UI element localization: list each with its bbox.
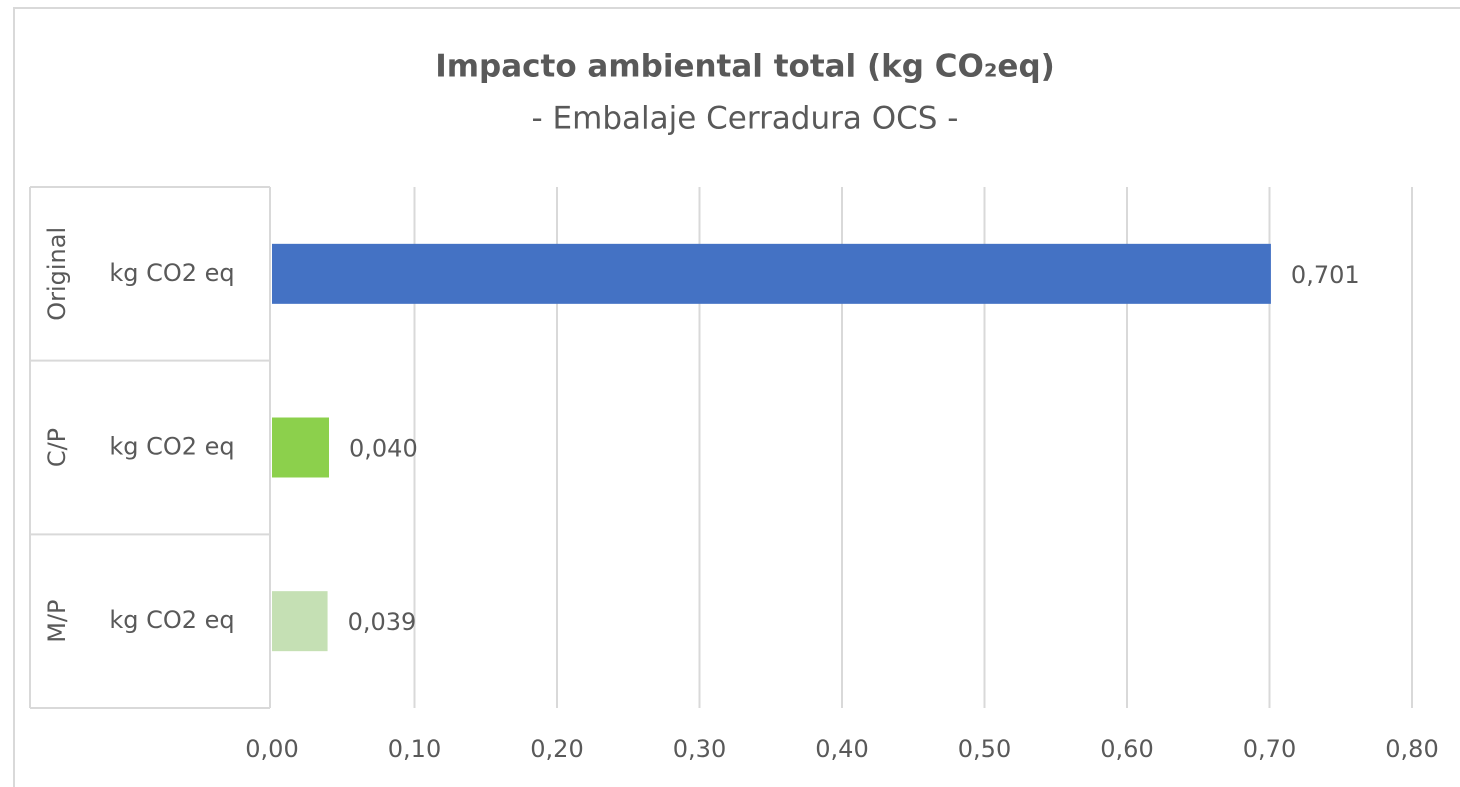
x-tick-label: 0,40 (815, 735, 868, 763)
chart-subtitle: - Embalaje Cerradura OCS - (532, 101, 959, 137)
y-tick-label: kg CO2 eq (109, 259, 234, 287)
x-tick-label: 0,30 (673, 735, 726, 763)
group-label: C/P (43, 428, 71, 467)
chart-title: Impacto ambiental total (kg CO₂eq) (435, 49, 1055, 85)
x-tick-label: 0,20 (530, 735, 583, 763)
data-label: 0,039 (348, 608, 417, 636)
group-label: M/P (43, 600, 71, 643)
bar (272, 417, 329, 478)
chart-border (13, 7, 1460, 787)
x-tick-label: 0,70 (1243, 735, 1296, 763)
x-tick-label: 0,10 (388, 735, 441, 763)
bar (272, 591, 328, 652)
x-tick-label: 0,60 (1100, 735, 1153, 763)
data-label: 0,701 (1291, 261, 1360, 289)
x-tick-label: 0,80 (1385, 735, 1438, 763)
y-tick-label: kg CO2 eq (109, 433, 234, 461)
x-tick-label: 0,50 (958, 735, 1011, 763)
x-tick-label: 0,00 (245, 735, 298, 763)
data-label: 0,040 (349, 435, 418, 463)
group-label: Original (43, 227, 71, 321)
y-tick-label: kg CO2 eq (109, 606, 234, 634)
bar (272, 243, 1271, 304)
